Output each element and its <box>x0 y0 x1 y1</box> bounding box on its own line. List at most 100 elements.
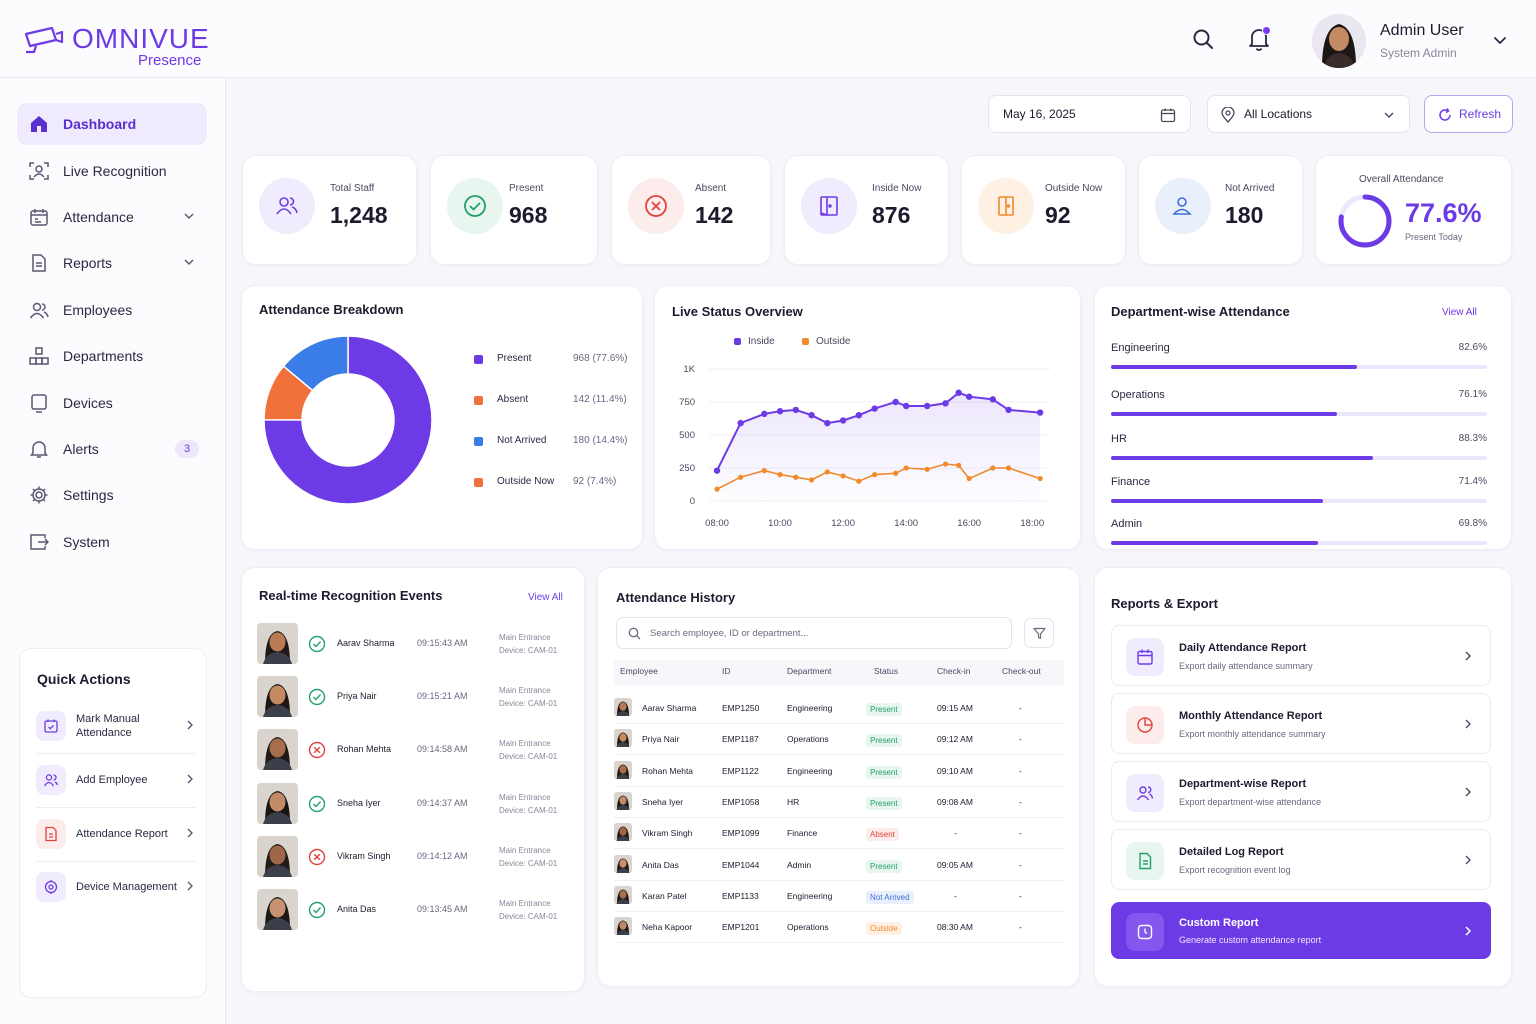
event-location: Main Entrance Device: CAM-01 <box>499 631 557 657</box>
event-time: 09:14:58 AM <box>417 744 468 755</box>
divider <box>36 861 196 862</box>
stat-card-outside-now[interactable]: Outside Now 92 <box>961 155 1126 265</box>
table-row[interactable]: Aarav Sharma EMP1250 Engineering Present 09:… <box>614 693 1064 724</box>
filter-button[interactable] <box>1024 618 1054 648</box>
sidebar-item-employees[interactable]: Employees <box>17 289 207 331</box>
top-bar: OMNIVUE Presence Admin User System Admin <box>0 0 1536 78</box>
sidebar-item-dashboard[interactable]: Dashboard <box>17 103 207 145</box>
employee-photo <box>257 623 298 664</box>
table-row[interactable]: Anita Das EMP1044 Admin Present 09:05 AM - <box>614 850 1064 881</box>
inside-data-point <box>902 402 910 410</box>
chevron-right-icon[interactable] <box>184 827 196 839</box>
quick-action-device-management[interactable]: Device Management <box>36 867 196 907</box>
stat-card-present[interactable]: Present 968 <box>430 155 598 265</box>
chevron-right-icon[interactable] <box>184 880 196 892</box>
department-name: Engineering <box>787 703 833 713</box>
y-tick-label: 500 <box>679 430 695 441</box>
event-row[interactable]: Sneha Iyer 09:14:37 AM Main Entrance Device… <box>257 782 572 825</box>
user-avatar[interactable] <box>1312 14 1366 68</box>
quick-action-label: Attendance Report <box>76 828 168 840</box>
chevron-down-icon[interactable] <box>1492 32 1508 53</box>
employee-photo <box>257 676 298 718</box>
report-monthly-attendance[interactable]: Monthly Attendance Report Export monthly… <box>1111 693 1491 754</box>
brand-subtitle: Presence <box>138 52 202 69</box>
table-row[interactable]: Vikram Singh EMP1099 Finance Absent - - <box>614 818 1064 850</box>
recognition-events-card: Real-time Recognition Events View All Aa… <box>241 567 585 992</box>
report-department-wise[interactable]: Department-wise Report Export department… <box>1111 761 1491 822</box>
gear-icon <box>30 486 48 504</box>
stat-card-inside-now[interactable]: Inside Now 876 <box>784 155 949 265</box>
sidebar-item-devices[interactable]: Devices <box>17 382 207 424</box>
location-select[interactable]: All Locations <box>1207 95 1410 133</box>
chevron-right-icon <box>1465 651 1471 661</box>
inside-data-point <box>792 406 800 414</box>
table-row[interactable]: Priya Nair EMP1187 Operations Present 09:12 … <box>614 724 1064 756</box>
quick-action-add-employee[interactable]: Add Employee <box>36 760 196 800</box>
table-row[interactable]: Karan Patel EMP1133 Engineering Not Arrived… <box>614 881 1064 912</box>
sidebar-item-alerts[interactable]: Alerts 3 <box>17 428 207 470</box>
search-icon <box>628 627 641 640</box>
sidebar-item-label: Employees <box>63 302 133 318</box>
event-row[interactable]: Anita Das 09:13:45 AM Main Entrance Device:… <box>257 889 572 931</box>
sidebar-item-live-recognition[interactable]: Live Recognition <box>17 150 207 192</box>
refresh-button[interactable]: Refresh <box>1424 95 1513 133</box>
notification-dot <box>1262 26 1271 35</box>
department-percent: 76.1% <box>1458 389 1487 400</box>
event-time: 09:15:21 AM <box>417 691 468 702</box>
report-detailed-log[interactable]: Detailed Log Report Export recognition e… <box>1111 829 1491 890</box>
department-attendance-card: Department-wise Attendance View All Engi… <box>1094 285 1512 550</box>
sidebar-item-reports[interactable]: Reports <box>17 242 207 284</box>
brand-logo[interactable]: OMNIVUE Presence <box>22 24 210 69</box>
report-daily-attendance[interactable]: Daily Attendance Report Export daily att… <box>1111 625 1491 686</box>
chevron-down-icon[interactable] <box>183 210 195 222</box>
search-icon[interactable] <box>1190 26 1216 52</box>
sidebar-item-label: Attendance <box>63 209 134 225</box>
outside-data-point <box>924 466 930 472</box>
event-row[interactable]: Aarav Sharma 09:15:43 AM Main Entrance Devi… <box>257 623 572 665</box>
employee-photo <box>614 885 632 904</box>
history-search-input[interactable]: Search employee, ID or department... <box>616 617 1012 649</box>
check-out-time: - <box>1019 765 1022 776</box>
sidebar-item-settings[interactable]: Settings <box>17 474 207 516</box>
inside-data-point <box>965 393 973 400</box>
legend-label: Absent <box>497 394 529 405</box>
table-row[interactable]: Sneha Iyer EMP1058 HR Present 09:08 AM - <box>614 787 1064 818</box>
legend-swatch-outside <box>802 338 809 345</box>
notification-bell-icon[interactable] <box>1246 26 1272 52</box>
stat-card-absent[interactable]: Absent 142 <box>611 155 771 265</box>
chevron-right-icon[interactable] <box>184 773 196 785</box>
event-row[interactable]: Vikram Singh 09:14:12 AM Main Entrance Devi… <box>257 835 572 878</box>
stat-label: Absent <box>695 183 727 194</box>
overall-attendance-card[interactable]: Overall Attendance 77.6% Present Today <box>1315 155 1512 265</box>
outside-data-point <box>777 472 783 478</box>
stat-card-total-staff[interactable]: Total Staff 1,248 <box>242 155 417 265</box>
view-all-link[interactable]: View All <box>528 592 563 603</box>
report-subtitle: Export department-wise attendance <box>1179 797 1322 807</box>
legend-not-arrived: Not Arrived 180 (14.4%) <box>474 435 634 449</box>
sidebar-item-attendance[interactable]: Attendance <box>17 196 207 238</box>
stat-label: Inside Now <box>872 183 922 194</box>
stat-card-not-arrived[interactable]: Not Arrived 180 <box>1138 155 1303 265</box>
divider <box>36 753 196 754</box>
view-all-link[interactable]: View All <box>1442 307 1477 318</box>
event-row[interactable]: Priya Nair 09:15:21 AM Main Entrance Device… <box>257 676 572 718</box>
event-time: 09:14:37 AM <box>417 797 468 808</box>
table-row[interactable]: Rohan Mehta EMP1122 Engineering Present 09:1… <box>614 756 1064 787</box>
report-custom[interactable]: Custom Report Generate custom attendance… <box>1111 902 1491 959</box>
date-picker[interactable]: May 16, 2025 <box>988 95 1191 133</box>
quick-action-attendance-report[interactable]: Attendance Report <box>36 814 196 854</box>
chevron-right-icon[interactable] <box>184 719 196 731</box>
sidebar-item-departments[interactable]: Departments <box>17 335 207 377</box>
event-time: 09:13:45 AM <box>417 904 468 914</box>
legend-absent: Absent 142 (11.4%) <box>474 394 634 408</box>
user-name[interactable]: Admin User <box>1380 22 1464 39</box>
employee-name: Aarav Sharma <box>337 638 395 648</box>
table-row[interactable]: Neha Kapoor EMP1201 Operations Outside 08:30… <box>614 912 1064 944</box>
chevron-down-icon[interactable] <box>183 256 195 268</box>
department-percent: 82.6% <box>1458 342 1487 353</box>
quick-action-mark-attendance[interactable]: Mark Manual Attendance <box>36 706 196 746</box>
event-row[interactable]: Rohan Mehta 09:14:58 AM Main Entrance Devic… <box>257 729 572 771</box>
calendar-icon <box>1126 638 1164 676</box>
sidebar-item-system[interactable]: System <box>17 521 207 563</box>
calendar-icon <box>30 209 48 226</box>
